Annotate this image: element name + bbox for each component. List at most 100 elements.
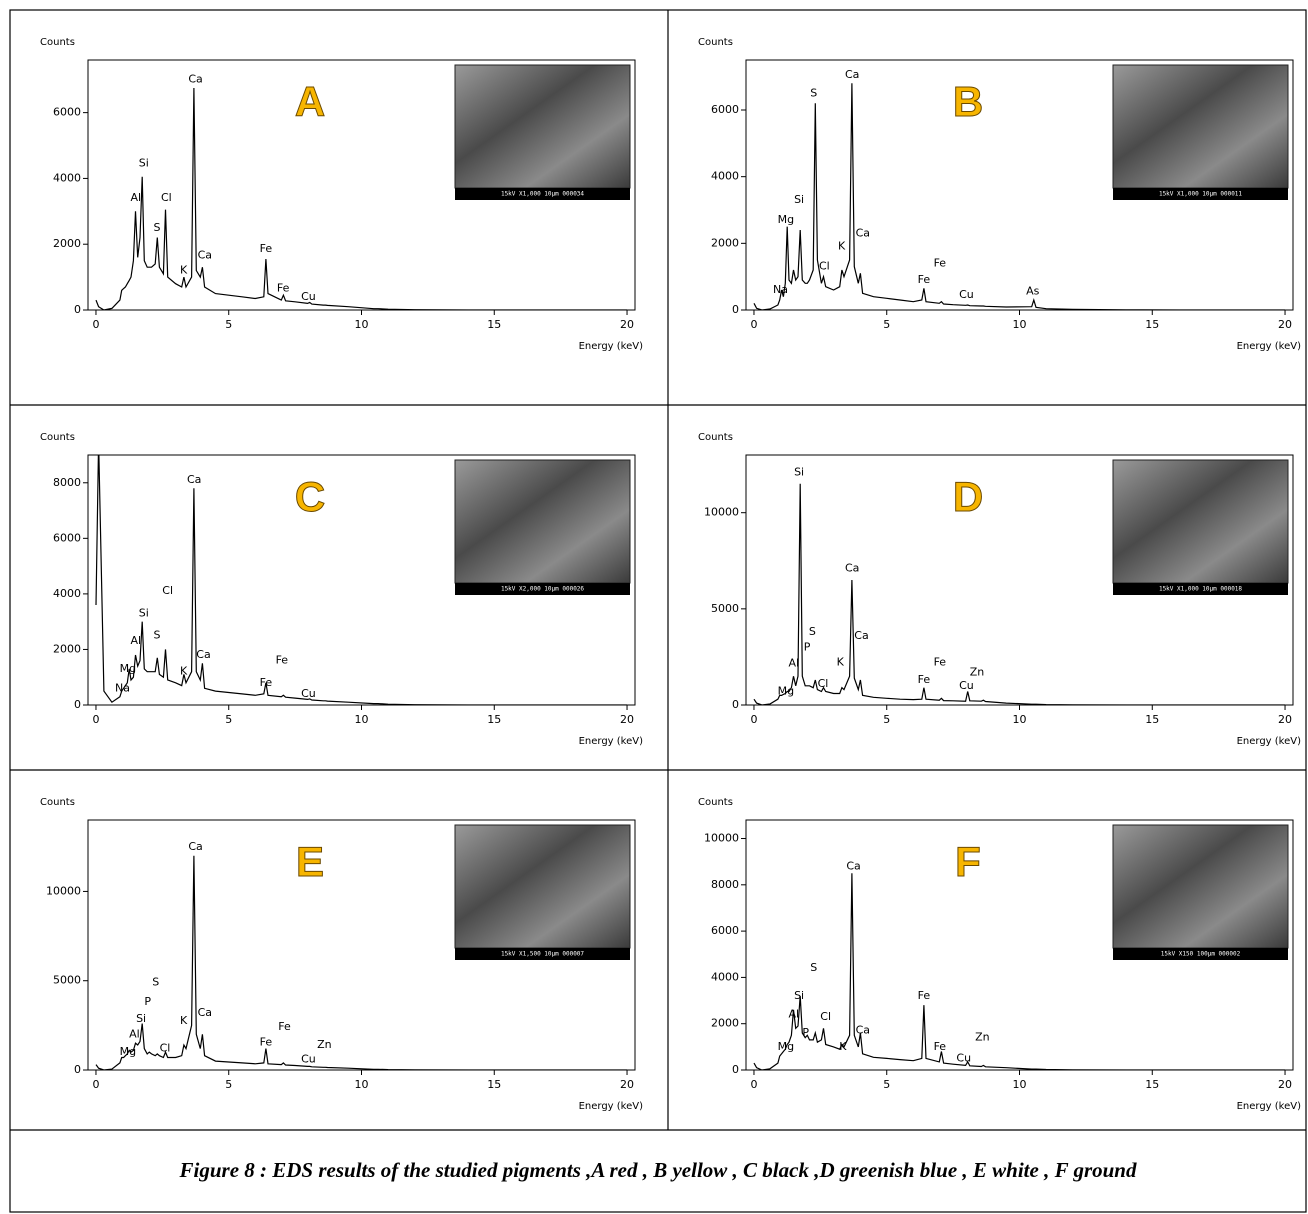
peak-label: Fe (276, 654, 289, 667)
x-axis-label: Energy (keV) (1237, 1101, 1302, 1112)
x-tick-label: 20 (620, 713, 634, 726)
chart: Counts Energy (keV) 0 5000 10000 0 5 10 15 20 Mg Al… (40, 797, 643, 1112)
y-axis-label: Counts (698, 797, 733, 808)
peak-label: Si (139, 606, 149, 619)
peak-label: S (810, 961, 817, 974)
peak-label: Cu (301, 1052, 316, 1065)
y-tick-label: 0 (732, 303, 739, 316)
peak-label: Fe (260, 242, 273, 255)
x-tick-label: 20 (1278, 713, 1292, 726)
outer-border (9, 9, 1307, 1213)
spectrum-line (95, 455, 627, 705)
peak-label: Cl (160, 1042, 171, 1055)
y-tick-label: 0 (74, 1063, 81, 1076)
sem-image (454, 824, 631, 949)
y-tick-label: 6000 (711, 103, 739, 116)
y-axis-label: Counts (698, 37, 733, 48)
y-tick-label: 5000 (53, 974, 81, 987)
peak-label: Ca (188, 73, 202, 86)
y-tick-label: 6000 (711, 924, 739, 937)
y-axis-label: Counts (40, 797, 75, 808)
x-tick-label: 10 (1013, 318, 1027, 331)
x-tick-label: 0 (750, 1078, 757, 1091)
peak-label: Al (129, 1027, 140, 1040)
peak-label: K (180, 1014, 188, 1027)
peak-label: Si (136, 1012, 146, 1025)
x-tick-label: 10 (355, 318, 369, 331)
peak-label: Na (773, 283, 788, 296)
sem-caption: 15kV X150 100µm 000002 (1161, 951, 1241, 958)
x-tick-label: 0 (750, 318, 757, 331)
spectrum-line (95, 855, 627, 1070)
y-tick-label: 2000 (711, 1017, 739, 1030)
x-axis-label: Energy (keV) (579, 341, 644, 352)
peak-label: Cl (819, 260, 830, 273)
y-tick-label: 10000 (46, 884, 81, 897)
x-tick-label: 15 (1145, 318, 1159, 331)
sem-info-bar (455, 948, 630, 960)
peak-label: K (838, 240, 846, 253)
peak-label: Cu (956, 1051, 971, 1064)
peak-label: Ca (854, 629, 868, 642)
y-axis-label: Counts (40, 432, 75, 443)
peak-label: Cl (820, 1010, 831, 1023)
y-tick-label: 0 (74, 698, 81, 711)
sem-image (454, 459, 631, 584)
peak-label: Fe (934, 656, 947, 669)
peak-label: Ca (856, 1024, 870, 1037)
peak-label: Cu (959, 679, 974, 692)
peak-label: Si (794, 989, 804, 1002)
peak-label: K (837, 656, 845, 669)
peak-label: Cl (818, 677, 829, 690)
peak-label: Ca (198, 1006, 212, 1019)
panel-letter: E (296, 838, 324, 885)
x-tick-label: 10 (1013, 713, 1027, 726)
peak-label: Ca (187, 473, 201, 486)
x-axis-label: Energy (keV) (579, 1101, 644, 1112)
sem-image (1112, 459, 1289, 584)
peak-label: S (809, 625, 816, 638)
peak-label: Mg (778, 1040, 794, 1053)
peak-label: P (802, 1026, 809, 1039)
chart: Counts Energy (keV) 0 5000 10000 0 5 10 15 20 Mg Al… (698, 432, 1301, 747)
x-tick-label: 15 (1145, 1078, 1159, 1091)
peak-label: Fe (278, 1020, 291, 1033)
peak-label: Fe (918, 673, 931, 686)
x-tick-label: 20 (620, 318, 634, 331)
peak-label: Mg (778, 685, 794, 698)
x-tick-label: 10 (1013, 1078, 1027, 1091)
peak-label: Cl (162, 584, 173, 597)
sem-info-bar (1113, 583, 1288, 595)
peak-label: Ca (198, 249, 212, 262)
sem-info-bar (455, 188, 630, 200)
peak-label: Ca (196, 648, 210, 661)
peak-label: Fe (918, 989, 931, 1002)
peak-label: Mg (120, 662, 136, 675)
peak-label: Al (130, 634, 141, 647)
spectrum-line (753, 873, 1285, 1070)
peak-label: Ca (845, 561, 859, 574)
peak-label: Zn (975, 1031, 990, 1044)
chart: Counts Energy (keV) 0 2000 4000 6000 0 5 10 15 20 N… (698, 37, 1301, 352)
peak-label: Ca (845, 68, 859, 81)
y-tick-label: 6000 (53, 531, 81, 544)
x-tick-label: 10 (355, 1078, 369, 1091)
chart: Counts Energy (keV) 0 2000 4000 6000 8000 10000… (698, 797, 1301, 1112)
peak-label: Al (130, 191, 141, 204)
peak-label: Si (139, 157, 149, 170)
x-tick-label: 0 (92, 318, 99, 331)
x-tick-label: 5 (883, 318, 890, 331)
y-tick-label: 2000 (53, 237, 81, 250)
peak-label: P (144, 995, 151, 1008)
peak-label: Fe (934, 1040, 947, 1053)
peak-label: S (154, 221, 161, 234)
peak-label: P (804, 640, 811, 653)
peak-label: Si (794, 465, 804, 478)
y-tick-label: 5000 (711, 602, 739, 615)
peak-label: K (839, 1040, 847, 1053)
peak-label: Cu (301, 290, 316, 303)
peak-label: K (180, 665, 188, 678)
x-tick-label: 5 (225, 1078, 232, 1091)
peak-label: Mg (120, 1045, 136, 1058)
